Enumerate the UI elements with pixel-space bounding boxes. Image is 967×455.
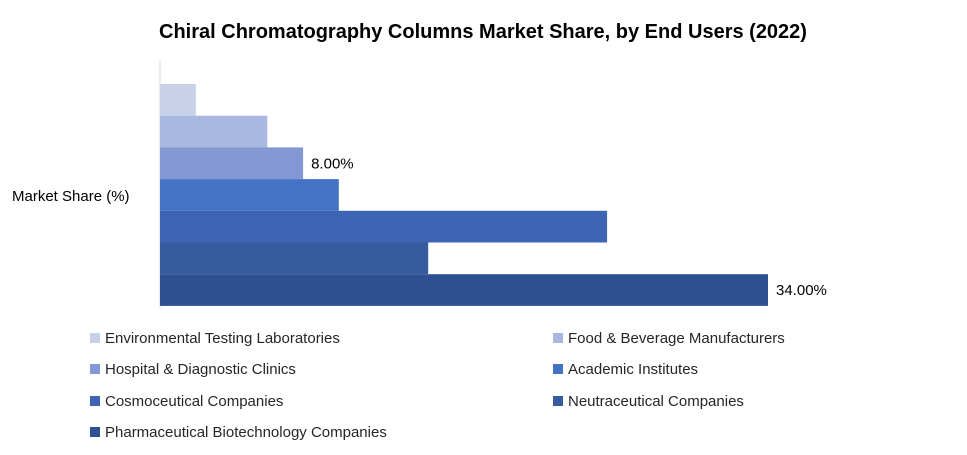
legend-label-pharmaceutical-biotechnology-companies: Pharmaceutical Biotechnology Companies — [105, 424, 387, 441]
legend-swatch-pharmaceutical-biotechnology-companies — [90, 427, 100, 437]
data-label-hospital-and-diagnostic-clinics: 8.00% — [311, 155, 354, 172]
legend-swatch-cosmoceutical-companies — [90, 396, 100, 406]
data-labels-group: 8.00% 34.00% — [311, 155, 827, 299]
bar-cosmoceutical-companies — [160, 210, 608, 243]
bar-neutraceutical-companies — [160, 242, 429, 275]
legend-swatch-neutraceutical-companies — [553, 396, 563, 406]
bar-pharmaceutical-biotechnology-companies — [160, 274, 768, 306]
bar-environmental-testing-laboratories — [160, 84, 196, 116]
bar-academic-institutes — [160, 179, 339, 211]
legend-swatch-environmental-testing-laboratories — [90, 333, 100, 343]
bar-hospital-and-diagnostic-clinics — [160, 147, 304, 180]
legend-label-academic-institutes: Academic Institutes — [568, 361, 698, 378]
legend-swatch-hospital-and-diagnostic-clinics — [90, 364, 100, 374]
legend-label-neutraceutical-companies: Neutraceutical Companies — [568, 393, 744, 410]
chart-title: Chiral Chromatography Columns Market Sha… — [159, 21, 807, 43]
legend-swatch-food-and-beverage-manufacturers — [553, 333, 563, 343]
bar-food-and-beverage-manufacturers — [160, 115, 268, 148]
bars-group — [160, 84, 768, 306]
legend-swatch-academic-institutes — [553, 364, 563, 374]
legend: Environmental Testing Laboratories Food &… — [90, 330, 785, 441]
legend-label-environmental-testing-laboratories: Environmental Testing Laboratories — [105, 330, 340, 347]
data-label-pharmaceutical-biotechnology-companies: 34.00% — [776, 282, 827, 299]
category-axis-label: Market Share (%) — [12, 188, 130, 205]
legend-label-food-and-beverage-manufacturers: Food & Beverage Manufacturers — [568, 330, 785, 347]
legend-label-cosmoceutical-companies: Cosmoceutical Companies — [105, 393, 283, 410]
legend-label-hospital-and-diagnostic-clinics: Hospital & Diagnostic Clinics — [105, 361, 296, 378]
